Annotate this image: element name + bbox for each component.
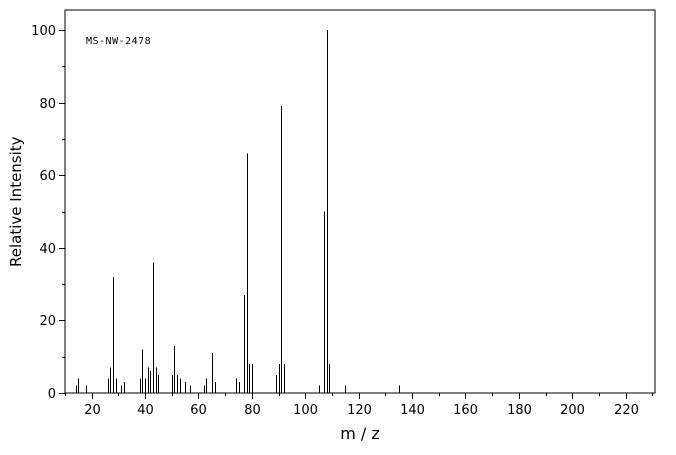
y-axis-title: Relative Intensity [7, 136, 25, 267]
y-tick-label: 20 [39, 314, 56, 329]
y-tick-label: 0 [48, 387, 56, 402]
x-tick-label: 80 [244, 403, 261, 418]
x-tick-label: 120 [347, 403, 372, 418]
x-tick-label: 100 [293, 403, 318, 418]
y-tick-label: 80 [39, 97, 56, 112]
x-tick-label: 160 [453, 403, 478, 418]
x-tick-label: 180 [507, 403, 532, 418]
x-tick-label: 60 [190, 403, 207, 418]
spectrum-id-label: MS-NW-2478 [86, 36, 152, 47]
x-tick-label: 40 [137, 403, 154, 418]
y-tick-label: 40 [39, 242, 56, 257]
x-tick-label: 20 [84, 403, 101, 418]
x-axis-title: m / z [340, 424, 380, 443]
y-tick-label: 60 [39, 169, 56, 184]
x-tick-label: 140 [400, 403, 425, 418]
x-tick-label: 220 [614, 403, 639, 418]
x-tick-label: 200 [560, 403, 585, 418]
y-tick-label: 100 [31, 24, 56, 39]
